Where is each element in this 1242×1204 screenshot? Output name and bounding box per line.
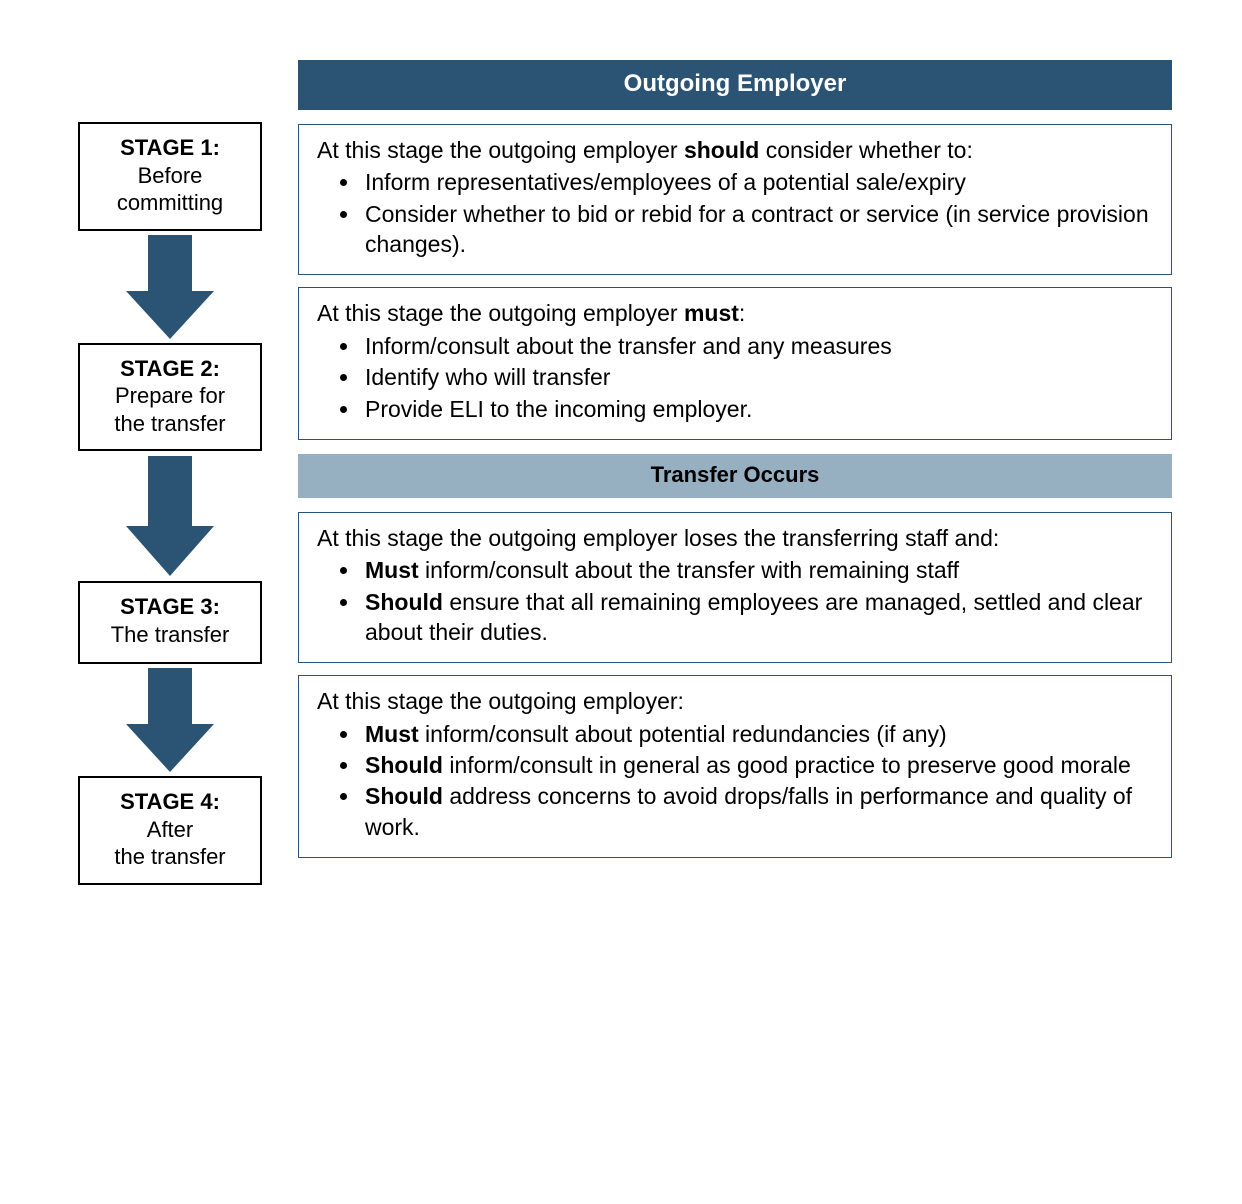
arrow-3 — [126, 664, 214, 776]
list-item: Must inform/consult about potential redu… — [361, 719, 1153, 749]
content-box-2: At this stage the outgoing employer must… — [298, 287, 1172, 439]
stages-column: STAGE 1: Before committing STAGE 2: Prep… — [70, 60, 270, 885]
arrow-down-icon — [126, 456, 214, 576]
stage-1-sub1: Before — [138, 163, 203, 188]
box4-intro: At this stage the outgoing employer: — [317, 686, 1153, 716]
box3-intro: At this stage the outgoing employer lose… — [317, 523, 1153, 553]
content-box-3: At this stage the outgoing employer lose… — [298, 512, 1172, 663]
arrow-1 — [126, 231, 214, 343]
box2-list: Inform/consult about the transfer and an… — [317, 331, 1153, 424]
stage-2-sub1: Prepare for — [115, 383, 225, 408]
list-item: Should address concerns to avoid drops/f… — [361, 781, 1153, 842]
stage-4-sub2: the transfer — [114, 844, 225, 869]
box4-list: Must inform/consult about potential redu… — [317, 719, 1153, 842]
stage-1-box: STAGE 1: Before committing — [78, 122, 262, 231]
stage-3-box: STAGE 3: The transfer — [78, 581, 262, 664]
arrow-2 — [126, 451, 214, 581]
stage-1-sub2: committing — [117, 190, 223, 215]
diagram-container: STAGE 1: Before committing STAGE 2: Prep… — [70, 60, 1172, 885]
list-item: Inform/consult about the transfer and an… — [361, 331, 1153, 361]
box3-list: Must inform/consult about the transfer w… — [317, 555, 1153, 647]
stage-4-label: STAGE 4: — [120, 789, 220, 814]
list-item: Identify who will transfer — [361, 362, 1153, 392]
list-item: Should inform/consult in general as good… — [361, 750, 1153, 780]
content-box-4: At this stage the outgoing employer: Mus… — [298, 675, 1172, 858]
stage-2-label: STAGE 2: — [120, 356, 220, 381]
subheader-bar: Transfer Occurs — [298, 454, 1172, 498]
list-item: Should ensure that all remaining employe… — [361, 587, 1153, 648]
list-item: Provide ELI to the incoming employer. — [361, 394, 1153, 424]
arrow-down-icon — [126, 668, 214, 772]
stage-3-sub1: The transfer — [111, 622, 230, 647]
content-column: Outgoing Employer At this stage the outg… — [298, 60, 1172, 858]
stage-2-box: STAGE 2: Prepare for the transfer — [78, 343, 262, 452]
content-box-1: At this stage the outgoing employer shou… — [298, 124, 1172, 275]
box1-list: Inform representatives/employees of a po… — [317, 167, 1153, 259]
header-bar: Outgoing Employer — [298, 60, 1172, 110]
list-item: Inform representatives/employees of a po… — [361, 167, 1153, 197]
list-item: Must inform/consult about the transfer w… — [361, 555, 1153, 585]
stage-4-box: STAGE 4: After the transfer — [78, 776, 262, 885]
list-item: Consider whether to bid or rebid for a c… — [361, 199, 1153, 260]
stage-4-sub1: After — [147, 817, 193, 842]
box1-intro: At this stage the outgoing employer shou… — [317, 135, 1153, 165]
box2-intro: At this stage the outgoing employer must… — [317, 298, 1153, 328]
stage-2-sub2: the transfer — [114, 411, 225, 436]
arrow-down-icon — [126, 235, 214, 339]
stage-1-label: STAGE 1: — [120, 135, 220, 160]
stage-3-label: STAGE 3: — [120, 594, 220, 619]
